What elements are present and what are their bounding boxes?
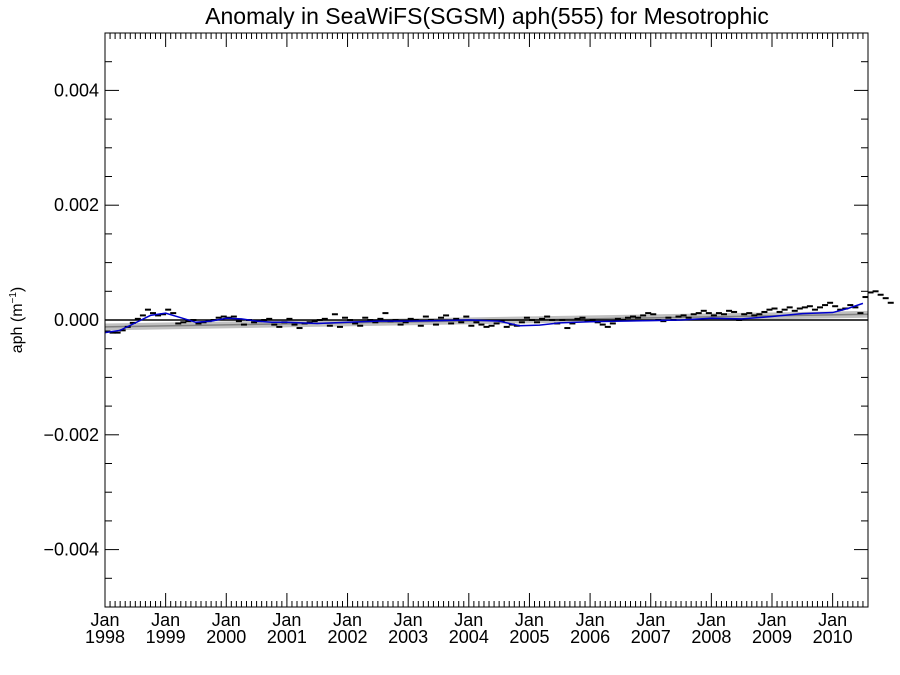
- y-axis-label-superscript: −1: [8, 292, 19, 304]
- y-axis-label-close: ): [9, 287, 26, 292]
- smoothed-series-layer: [104, 302, 864, 334]
- chart-title: Anomaly in SeaWiFS(SGSM) aph(555) for Me…: [205, 3, 769, 29]
- x-tick-label-month: Jan: [272, 610, 301, 630]
- y-tick-label: 0.004: [54, 80, 99, 100]
- x-tick-label-month: Jan: [151, 610, 180, 630]
- x-tick-label-month: Jan: [576, 610, 605, 630]
- y-axis-label: aph (m−1): [8, 287, 26, 354]
- x-tick-label-month: Jan: [454, 610, 483, 630]
- x-tick-label-year: 2001: [267, 627, 307, 647]
- x-tick-label-month: Jan: [757, 610, 786, 630]
- x-tick-label-month: Jan: [333, 610, 362, 630]
- smoothed-series-line: [104, 302, 864, 334]
- x-tick-label-month: Jan: [697, 610, 726, 630]
- y-tick-label: −0.002: [43, 425, 99, 445]
- x-tick-label-month: Jan: [212, 610, 241, 630]
- x-tick-label-year: 2008: [691, 627, 731, 647]
- x-tick-label-year: 2006: [570, 627, 610, 647]
- x-tick-label-year: 2000: [206, 627, 246, 647]
- y-tick-label: 0.000: [54, 310, 99, 330]
- x-tick-label-year: 2004: [449, 627, 489, 647]
- x-axis-ticks: Jan1998Jan1999Jan2000Jan2001Jan2002Jan20…: [85, 33, 869, 647]
- x-tick-label-month: Jan: [818, 610, 847, 630]
- x-tick-label-month: Jan: [515, 610, 544, 630]
- y-axis-label-text: aph (m: [9, 303, 26, 353]
- x-tick-label-year: 1999: [146, 627, 186, 647]
- x-tick-label-year: 2005: [509, 627, 549, 647]
- x-tick-label-month: Jan: [636, 610, 665, 630]
- y-tick-label: −0.004: [43, 540, 99, 560]
- x-tick-label-year: 2003: [388, 627, 428, 647]
- x-tick-label-year: 1998: [85, 627, 125, 647]
- x-tick-label-year: 2009: [752, 627, 792, 647]
- x-tick-label-month: Jan: [394, 610, 423, 630]
- y-axis-ticks: −0.004 −0.002 0.000 0.002 0.004: [43, 32, 868, 608]
- x-tick-label-year: 2007: [631, 627, 671, 647]
- x-tick-label-year: 2002: [328, 627, 368, 647]
- x-tick-label-month: Jan: [90, 610, 119, 630]
- x-tick-label-year: 2010: [813, 627, 853, 647]
- y-tick-label: 0.002: [54, 195, 99, 215]
